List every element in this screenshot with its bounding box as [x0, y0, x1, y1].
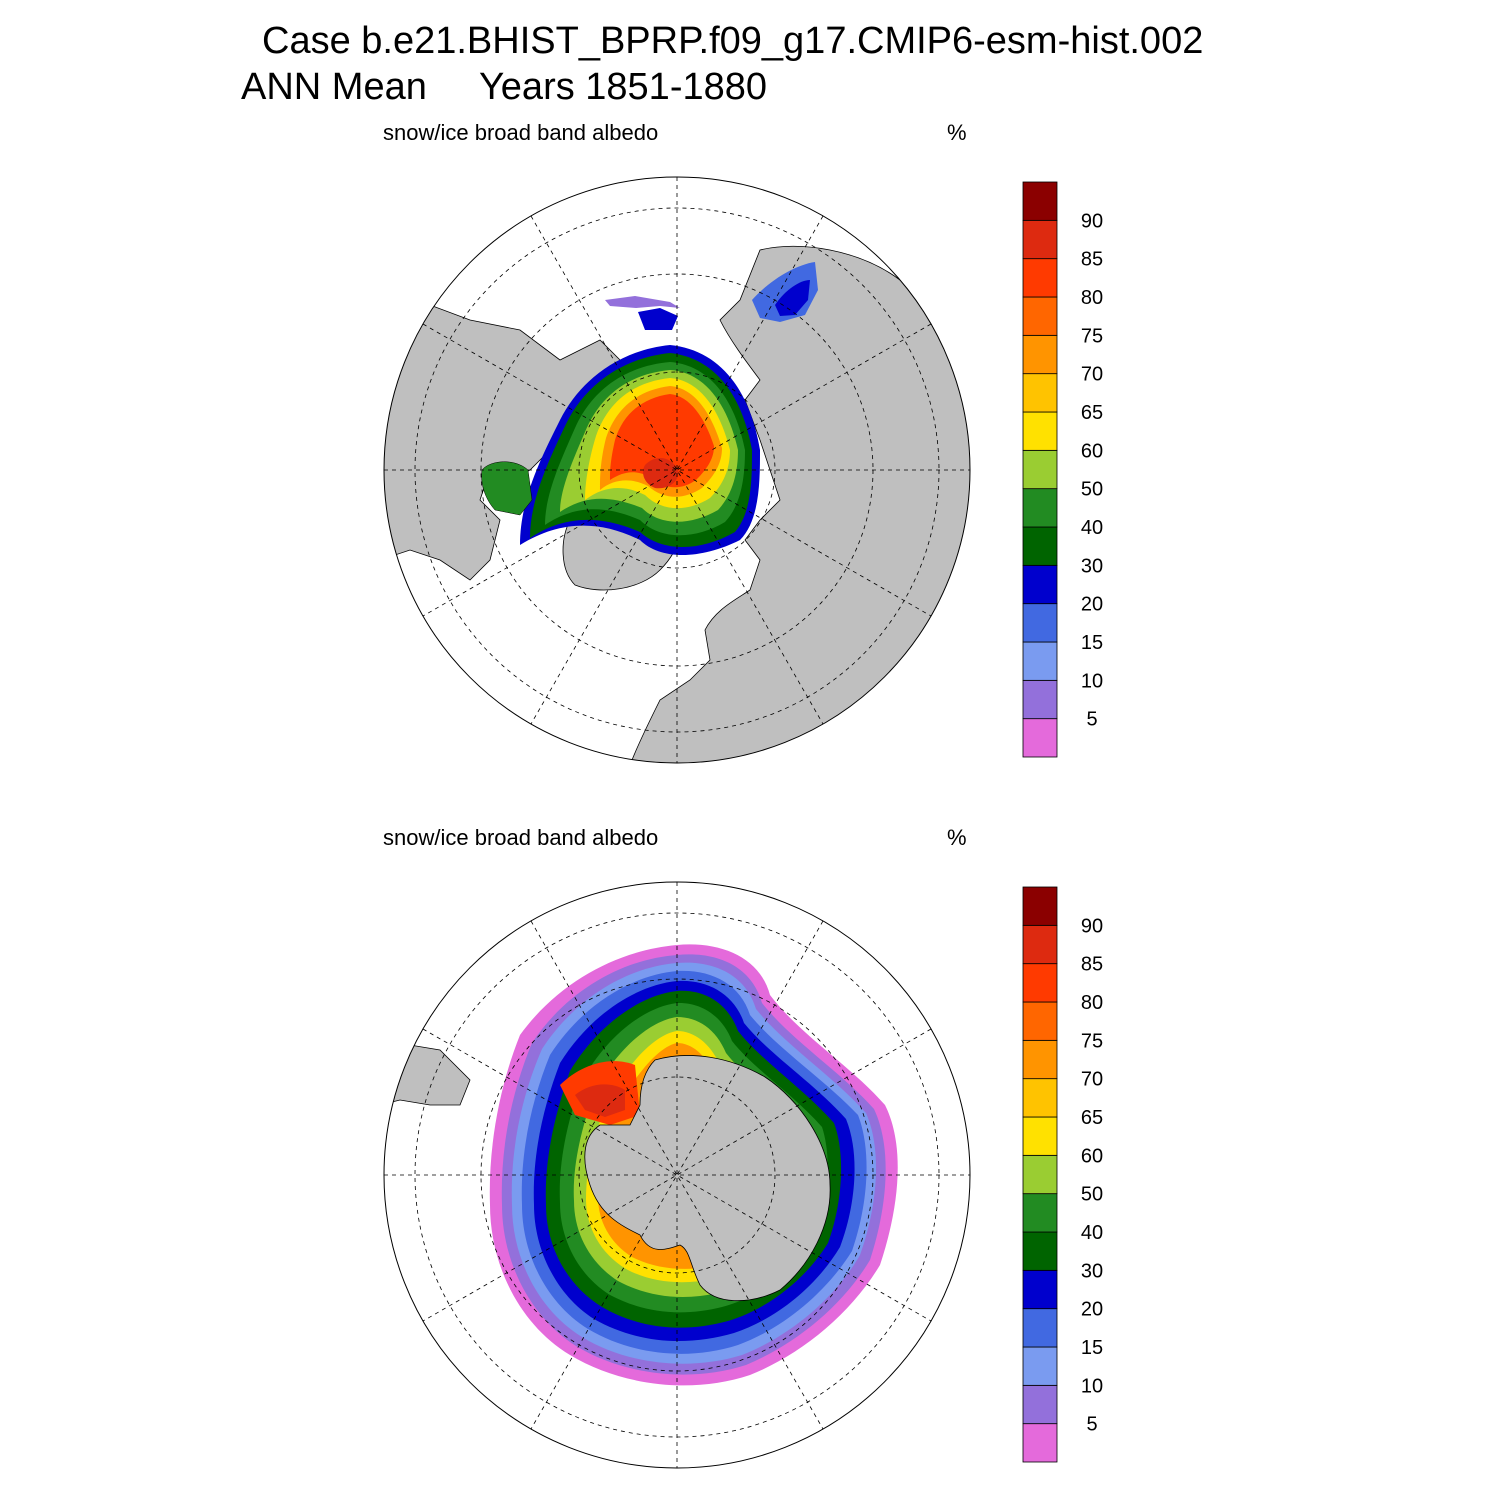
nh-colorbar-label: 90 — [1081, 210, 1103, 232]
sh-colorbar-box — [1022, 1116, 1058, 1156]
figure-title-case: Case b.e21.BHIST_BPRP.f09_g17.CMIP6-esm-… — [262, 20, 1204, 62]
nh-units-label: % — [947, 120, 967, 145]
nh-colorbar-box — [1022, 718, 1058, 758]
sh-ice-darkred — [575, 1084, 625, 1117]
nh-colorbar-label: 65 — [1081, 402, 1103, 424]
sh-colorbar-label: 70 — [1081, 1069, 1103, 1091]
sh-colorbar-label: 90 — [1081, 915, 1103, 937]
sh-colorbar-label: 75 — [1081, 1030, 1103, 1052]
nh-colorbar-label: 30 — [1081, 555, 1103, 577]
nh-okhotsk-ice-core — [775, 280, 810, 316]
sh-land-antarctica — [584, 1055, 831, 1302]
nh-colorbar-box — [1022, 181, 1058, 221]
sh-colorbar-box — [1022, 1231, 1058, 1271]
nh-colorbar-box — [1022, 641, 1058, 681]
sh-colorbar-box — [1022, 1154, 1058, 1195]
sh-colorbar-box — [1022, 1346, 1058, 1386]
nh-variable-label: snow/ice broad band albedo — [383, 120, 659, 145]
nh-map-border — [383, 176, 971, 764]
nh-colorbar-box — [1022, 411, 1058, 451]
nh-colorbar-label: 5 — [1086, 709, 1097, 731]
sh-colorbar: 5 10 15 20 30 40 50 60 65 70 75 80 85 90 — [1022, 886, 1103, 1463]
nh-colorbar-box — [1022, 488, 1058, 528]
sh-colorbar-label: 5 — [1086, 1414, 1097, 1436]
nh-colorbar-box — [1022, 449, 1058, 490]
sh-colorbar-label: 65 — [1081, 1107, 1103, 1129]
sh-colorbar-box — [1022, 1039, 1058, 1080]
nh-hudson-bay-ice — [481, 461, 533, 516]
sh-units-label: % — [947, 825, 967, 850]
nh-colorbar-label: 10 — [1081, 670, 1103, 692]
nh-colorbar-box — [1022, 679, 1058, 720]
nh-colorbar-label: 50 — [1081, 479, 1103, 501]
sh-colorbar-box — [1022, 1078, 1058, 1118]
sh-polar-map: 5 10 15 20 30 40 50 60 65 70 75 80 85 90 — [383, 881, 1103, 1469]
nh-colorbar-label: 15 — [1081, 632, 1103, 654]
sh-colorbar-box — [1022, 1308, 1058, 1348]
sh-colorbar-label: 15 — [1081, 1337, 1103, 1359]
sh-colorbar-box — [1022, 1384, 1058, 1425]
nh-colorbar: 5 10 15 20 30 40 50 60 65 70 75 80 85 90 — [1022, 181, 1103, 758]
sh-colorbar-label: 85 — [1081, 954, 1103, 976]
sh-graticule — [384, 882, 970, 1468]
nh-colorbar-box — [1022, 334, 1058, 375]
sh-colorbar-box — [1022, 1269, 1058, 1310]
nh-ice-darkred — [643, 458, 679, 489]
nh-colorbar-box — [1022, 296, 1058, 336]
sh-colorbar-box — [1022, 924, 1058, 965]
nh-colorbar-label: 60 — [1081, 440, 1103, 462]
nh-graticule — [384, 177, 970, 763]
figure-title-period: ANN Mean Years 1851-1880 — [241, 66, 768, 108]
nh-colorbar-box — [1022, 373, 1058, 413]
sh-colorbar-box — [1022, 1193, 1058, 1233]
sh-colorbar-label: 10 — [1081, 1375, 1103, 1397]
sh-colorbar-box — [1022, 1001, 1058, 1041]
nh-colorbar-label: 70 — [1081, 364, 1103, 386]
sh-map-border — [383, 881, 971, 1469]
nh-colorbar-label: 75 — [1081, 325, 1103, 347]
nh-colorbar-box — [1022, 526, 1058, 566]
sh-variable-label: snow/ice broad band albedo — [383, 825, 659, 850]
nh-polar-map: 5 10 15 20 30 40 50 60 65 70 75 80 85 90 — [383, 176, 1103, 764]
sh-colorbar-box — [1022, 886, 1058, 926]
sh-colorbar-label: 60 — [1081, 1145, 1103, 1167]
sh-colorbar-label: 30 — [1081, 1260, 1103, 1282]
nh-colorbar-box — [1022, 603, 1058, 643]
nh-colorbar-label: 85 — [1081, 249, 1103, 271]
sh-colorbar-label: 20 — [1081, 1299, 1103, 1321]
nh-bering-ice-edge — [605, 296, 680, 308]
nh-colorbar-label: 40 — [1081, 517, 1103, 539]
nh-colorbar-box — [1022, 564, 1058, 605]
nh-colorbar-box — [1022, 258, 1058, 298]
nh-bering-ice — [638, 308, 678, 330]
sh-colorbar-box — [1022, 963, 1058, 1003]
nh-colorbar-label: 20 — [1081, 594, 1103, 616]
nh-colorbar-box — [1022, 219, 1058, 260]
sh-colorbar-label: 80 — [1081, 992, 1103, 1014]
sh-colorbar-label: 40 — [1081, 1222, 1103, 1244]
sh-colorbar-box — [1022, 1423, 1058, 1463]
nh-colorbar-label: 80 — [1081, 287, 1103, 309]
sh-colorbar-label: 50 — [1081, 1184, 1103, 1206]
